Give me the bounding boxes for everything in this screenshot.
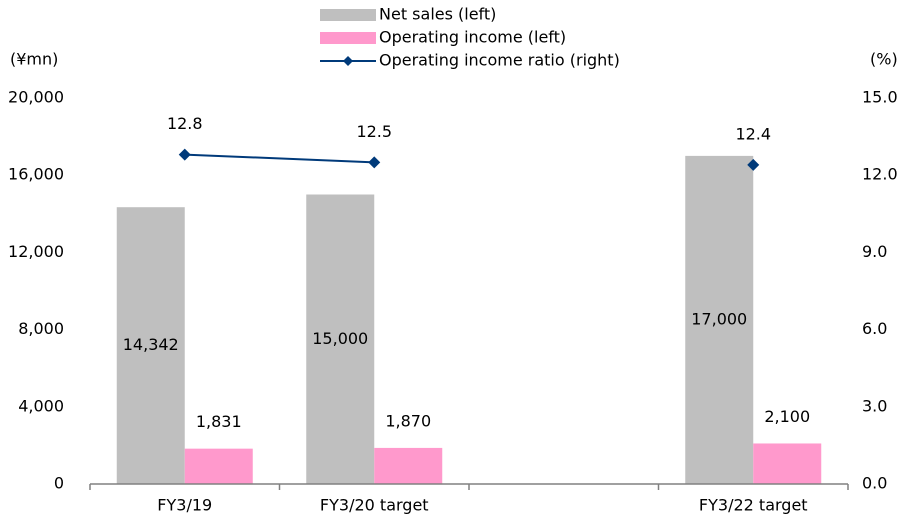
bar-value-label: 15,000	[312, 329, 368, 348]
line-marker	[747, 158, 760, 171]
bar-value-label: 17,000	[691, 309, 747, 328]
line-value-label: 12.8	[167, 114, 203, 133]
legend-label: Operating income ratio (right)	[379, 51, 620, 70]
y2-tick-label: 3.0	[862, 396, 887, 415]
y2-tick-label: 0.0	[862, 474, 887, 493]
y-tick-label: 8,000	[18, 319, 64, 338]
x-tick-label: FY3/19	[157, 496, 212, 515]
y-axis-label: (¥mn)	[10, 50, 58, 69]
legend-swatch	[343, 56, 353, 66]
bar	[116, 207, 185, 484]
line	[185, 155, 754, 165]
y-tick-label: 12,000	[8, 242, 64, 261]
y2-tick-label: 12.0	[862, 165, 898, 184]
legend-label: Net sales (left)	[379, 5, 496, 24]
y-tick-label: 20,000	[8, 88, 64, 107]
bar-value-label: 14,342	[123, 335, 179, 354]
bar-value-label: 1,831	[196, 412, 242, 431]
x-tick-label: FY3/20 target	[320, 496, 429, 515]
line-value-label: 12.5	[356, 122, 392, 141]
bar	[685, 155, 754, 484]
line-marker	[178, 148, 191, 161]
y2-tick-label: 9.0	[862, 242, 887, 261]
x-tick-label: FY3/22 target	[699, 496, 808, 515]
bar	[184, 448, 253, 484]
bar	[753, 443, 822, 484]
y-tick-label: 4,000	[18, 396, 64, 415]
line-value-label: 12.4	[735, 124, 771, 143]
y2-axis-label: (%)	[870, 50, 898, 69]
bar-value-label: 1,870	[385, 411, 431, 430]
y2-tick-label: 15.0	[862, 88, 898, 107]
line-marker	[368, 156, 381, 169]
y-tick-label: 0	[54, 474, 64, 493]
bar	[306, 194, 375, 484]
y-tick-label: 16,000	[8, 165, 64, 184]
y2-tick-label: 6.0	[862, 319, 887, 338]
legend-swatch	[320, 32, 376, 44]
legend-label: Operating income (left)	[379, 28, 566, 47]
bar-value-label: 2,100	[764, 407, 810, 426]
bar	[374, 447, 443, 484]
legend-swatch	[320, 9, 376, 21]
